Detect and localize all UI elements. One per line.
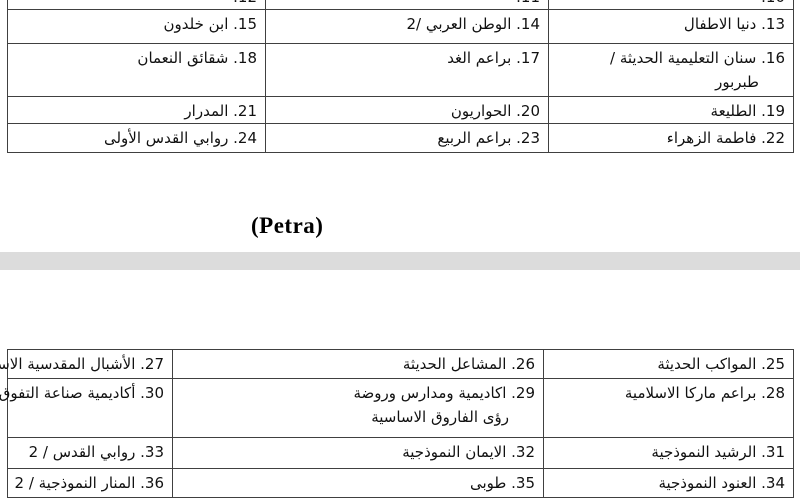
school-cell: 17. براعم الغد (265, 44, 548, 97)
table-row: 19. الطليعة 20. الحواريون 21. المدرار (7, 97, 793, 124)
school-cell: 13. دنيا الاطفال (548, 10, 793, 44)
table-row: 31. الرشيد النموذجية 32. الايمان النموذج… (7, 438, 793, 469)
school-cell: 24. روابي القدس الأولى (7, 124, 265, 153)
school-cell: 34. العنود النموذجية (543, 469, 793, 498)
table-row-clipped: 10. 11. 12. (7, 0, 793, 10)
school-cell: 26. المشاعل الحديثة (172, 350, 543, 379)
school-cell: 32. الايمان النموذجية (172, 438, 543, 469)
table-row: 16. سنان التعليمية الحديثة / طبربور 17. … (7, 44, 793, 97)
petra-caption: (Petra) (251, 213, 324, 238)
school-cell: 14. الوطن العربي /2 (265, 10, 548, 44)
table-row: 22. فاطمة الزهراء 23. براعم الربيع 24. ر… (7, 124, 793, 153)
school-cell: 31. الرشيد النموذجية (543, 438, 793, 469)
table-row: 13. دنيا الاطفال 14. الوطن العربي /2 15.… (7, 10, 793, 44)
school-cell: 21. المدرار (7, 97, 265, 124)
schools-table-lower: 25. المواكب الحديثة 26. المشاعل الحديثة … (0, 349, 794, 498)
school-cell: 25. المواكب الحديثة (543, 350, 793, 379)
school-cell: 22. فاطمة الزهراء (548, 124, 793, 153)
schools-table-upper: 10. 11. 12. 13. دنيا الاطفال 14. الوطن ا… (7, 0, 794, 153)
school-cell: 33. روابي القدس / 2 (7, 438, 172, 469)
table-row: 28. براعم ماركا الاسلامية 29. اكاديمية و… (0, 379, 793, 438)
school-cell: 36. المنار النموذجية / 2 (7, 469, 172, 498)
school-cell: 23. براعم الربيع (265, 124, 548, 153)
school-cell: 27. الأشبال المقدسية الاسلامية (0, 350, 172, 379)
school-cell: 19. الطليعة (548, 97, 793, 124)
school-cell: 35. طوبى (172, 469, 543, 498)
school-cell: 28. براعم ماركا الاسلامية (543, 379, 793, 438)
school-cell: 10. (548, 0, 793, 10)
school-cell: 15. ابن خلدون (7, 10, 265, 44)
school-cell: 12. (7, 0, 265, 10)
table-row: 34. العنود النموذجية 35. طوبى 36. المنار… (7, 469, 793, 498)
separator-bar (0, 252, 800, 270)
school-cell: 20. الحواريون (265, 97, 548, 124)
school-cell: 29. اكاديمية ومدارس وروضة رؤى الفاروق ال… (172, 379, 543, 438)
school-cell: 18. شقائق النعمان (7, 44, 265, 97)
school-cell: 16. سنان التعليمية الحديثة / طبربور (548, 44, 793, 97)
school-cell: 11. (265, 0, 548, 10)
table-row: 25. المواكب الحديثة 26. المشاعل الحديثة … (0, 350, 793, 379)
school-cell: 30. أكاديمية صناعة التفوق (0, 379, 172, 438)
